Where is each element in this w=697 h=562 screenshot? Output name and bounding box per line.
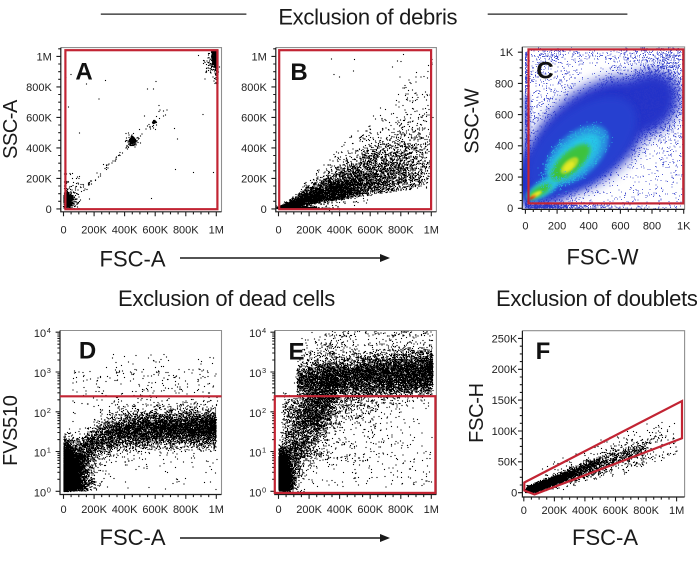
svg-text:1M: 1M (37, 51, 52, 63)
svg-text:400K: 400K (112, 224, 138, 236)
svg-text:600: 600 (611, 220, 629, 232)
svg-text:600: 600 (495, 110, 513, 122)
svg-text:0: 0 (60, 504, 66, 516)
svg-text:0: 0 (47, 485, 51, 494)
svg-text:1: 1 (47, 446, 51, 455)
svg-text:3: 3 (47, 366, 51, 375)
svg-text:Exclusion of debris: Exclusion of debris (278, 5, 457, 30)
svg-text:400K: 400K (112, 504, 138, 516)
svg-text:0: 0 (262, 485, 266, 494)
svg-text:4: 4 (47, 326, 51, 335)
svg-text:10: 10 (249, 408, 261, 420)
svg-text:0: 0 (46, 204, 52, 216)
svg-text:1M: 1M (252, 51, 267, 63)
svg-text:1M: 1M (669, 505, 684, 517)
svg-text:800K: 800K (388, 504, 414, 516)
svg-text:200: 200 (495, 172, 513, 184)
svg-text:50K: 50K (498, 457, 518, 469)
svg-text:B: B (290, 59, 307, 86)
svg-text:1M: 1M (209, 224, 224, 236)
svg-text:200K: 200K (296, 224, 322, 236)
svg-text:600K: 600K (241, 112, 267, 124)
svg-text:10: 10 (249, 368, 261, 380)
svg-text:800K: 800K (173, 224, 199, 236)
svg-text:10: 10 (249, 448, 261, 460)
svg-text:0: 0 (522, 220, 528, 232)
svg-text:250K: 250K (492, 333, 518, 345)
svg-text:600K: 600K (357, 504, 383, 516)
svg-text:200K: 200K (296, 504, 322, 516)
svg-text:200K: 200K (26, 173, 52, 185)
svg-text:FSC-A: FSC-A (100, 525, 166, 550)
svg-text:0: 0 (521, 505, 527, 517)
svg-text:FSC-A: FSC-A (572, 525, 638, 550)
svg-text:400K: 400K (241, 143, 267, 155)
svg-text:10: 10 (34, 487, 46, 499)
svg-text:200: 200 (548, 220, 566, 232)
svg-text:400K: 400K (327, 504, 353, 516)
svg-text:FSC-A: FSC-A (100, 247, 166, 272)
svg-text:800K: 800K (633, 505, 659, 517)
svg-text:1M: 1M (424, 504, 439, 516)
svg-text:SSC-A: SSC-A (0, 99, 22, 159)
svg-text:200K: 200K (81, 224, 107, 236)
svg-text:600K: 600K (142, 224, 168, 236)
svg-text:10: 10 (34, 408, 46, 420)
svg-text:600K: 600K (26, 112, 52, 124)
svg-text:400K: 400K (572, 505, 598, 517)
svg-text:200K: 200K (241, 173, 267, 185)
svg-text:FVS510: FVS510 (0, 395, 22, 466)
svg-text:Exclusion of dead cells: Exclusion of dead cells (118, 286, 335, 311)
svg-text:3: 3 (262, 366, 266, 375)
svg-text:0: 0 (275, 504, 281, 516)
svg-text:E: E (288, 339, 304, 366)
svg-text:0: 0 (275, 224, 281, 236)
svg-text:200K: 200K (81, 504, 107, 516)
svg-text:SSC-W: SSC-W (462, 88, 484, 154)
svg-text:2: 2 (262, 406, 266, 415)
svg-text:0: 0 (261, 204, 267, 216)
svg-text:800: 800 (495, 78, 513, 90)
svg-text:600K: 600K (603, 505, 629, 517)
svg-text:600K: 600K (357, 224, 383, 236)
svg-text:800K: 800K (26, 82, 52, 94)
svg-text:200K: 200K (492, 364, 518, 376)
svg-text:F: F (536, 338, 551, 365)
svg-text:100K: 100K (492, 426, 518, 438)
svg-text:800: 800 (643, 220, 661, 232)
svg-text:FSC-W: FSC-W (566, 244, 638, 269)
svg-text:400: 400 (495, 141, 513, 153)
svg-text:A: A (75, 59, 92, 86)
svg-text:1: 1 (262, 446, 266, 455)
svg-text:10: 10 (249, 487, 261, 499)
svg-text:Exclusion of doublets: Exclusion of doublets (496, 286, 697, 311)
svg-text:10: 10 (34, 448, 46, 460)
svg-text:1M: 1M (424, 224, 439, 236)
svg-text:10: 10 (34, 328, 46, 340)
svg-text:400: 400 (580, 220, 598, 232)
svg-text:1M: 1M (209, 504, 224, 516)
svg-text:10: 10 (249, 328, 261, 340)
svg-text:10: 10 (34, 368, 46, 380)
svg-text:FSC-H: FSC-H (466, 383, 488, 443)
svg-text:150K: 150K (492, 395, 518, 407)
svg-text:1K: 1K (677, 220, 691, 232)
svg-text:0: 0 (507, 203, 513, 215)
svg-text:800K: 800K (173, 504, 199, 516)
svg-text:1K: 1K (500, 47, 514, 59)
svg-text:200K: 200K (542, 505, 568, 517)
svg-text:400K: 400K (327, 224, 353, 236)
svg-text:D: D (79, 338, 96, 365)
svg-text:800K: 800K (388, 224, 414, 236)
svg-text:600K: 600K (142, 504, 168, 516)
svg-text:0: 0 (511, 488, 517, 500)
svg-text:0: 0 (60, 224, 66, 236)
svg-text:4: 4 (262, 326, 266, 335)
svg-text:800K: 800K (241, 82, 267, 94)
svg-text:400K: 400K (26, 143, 52, 155)
svg-text:C: C (536, 58, 553, 85)
svg-text:2: 2 (47, 406, 51, 415)
